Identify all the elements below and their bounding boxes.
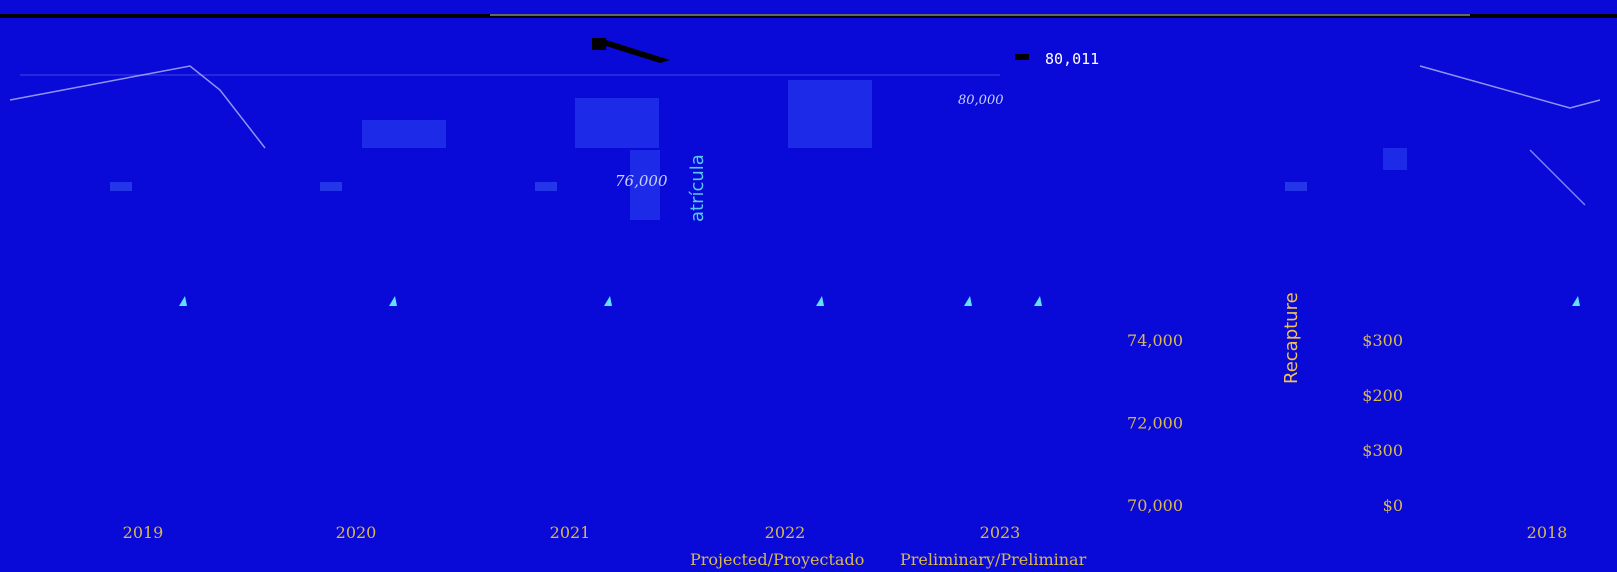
blip-mark — [1285, 182, 1307, 191]
x-tick-label: 2022 — [765, 523, 806, 542]
recapture-axis-label: Recapture — [1281, 292, 1302, 384]
blip-mark — [110, 182, 132, 191]
left-tick-label: 70,000 — [1127, 496, 1183, 515]
legend-marker-black — [592, 38, 606, 50]
left-axis-ticks: 74,000 72,000 70,000 — [1127, 331, 1183, 515]
x-axis-ticks: 2019 2020 2021 2022 2023 2018 — [123, 523, 1568, 542]
x-tick-label: 2023 — [980, 523, 1021, 542]
inset-value-annotation: 80,000 — [958, 93, 1004, 108]
top-value-annotation: 80,011 — [1045, 50, 1099, 68]
ghost-block — [630, 150, 660, 220]
blip-mark — [535, 182, 557, 191]
x-tick-label: 2021 — [550, 523, 591, 542]
left-tick-label: 72,000 — [1127, 414, 1183, 433]
right-axis-ticks: $300 $200 $300 $0 — [1362, 331, 1403, 515]
tick-spike — [1572, 296, 1580, 306]
tick-blips — [110, 182, 1580, 306]
mid-value-annotation: 76,000 — [615, 172, 668, 190]
tick-spike — [389, 296, 397, 306]
ghost-block — [362, 120, 446, 148]
tick-spike — [1034, 296, 1042, 306]
left-tick-label: 74,000 — [1127, 331, 1183, 350]
tick-spike — [179, 296, 187, 306]
ghost-block — [788, 80, 872, 148]
x-tick-label: 2018 — [1527, 523, 1568, 542]
ghost-diagonal-right — [1529, 149, 1586, 206]
right-tick-label: $300 — [1362, 441, 1403, 460]
blip-mark — [320, 182, 342, 191]
legend-projected: Projected/Proyectado — [690, 550, 864, 569]
tick-spike — [816, 296, 824, 306]
right-tick-label: $0 — [1383, 496, 1403, 515]
ghost-line-right — [1419, 65, 1601, 109]
x-tick-label: 2020 — [336, 523, 377, 542]
black-wedge — [606, 40, 670, 63]
tick-spike — [604, 296, 612, 306]
x-tick-label: 2019 — [123, 523, 164, 542]
right-tick-label: $200 — [1362, 386, 1403, 405]
ghost-line-left — [9, 65, 266, 149]
ghost-block — [575, 98, 659, 148]
tick-spike — [964, 296, 972, 306]
legend-preliminary: Preliminary/Preliminar — [900, 550, 1087, 569]
enrollment-axis-label: atrícula — [687, 154, 708, 222]
ghost-block — [1383, 148, 1407, 170]
small-black-marker — [1015, 54, 1029, 60]
right-tick-label: $300 — [1362, 331, 1403, 350]
